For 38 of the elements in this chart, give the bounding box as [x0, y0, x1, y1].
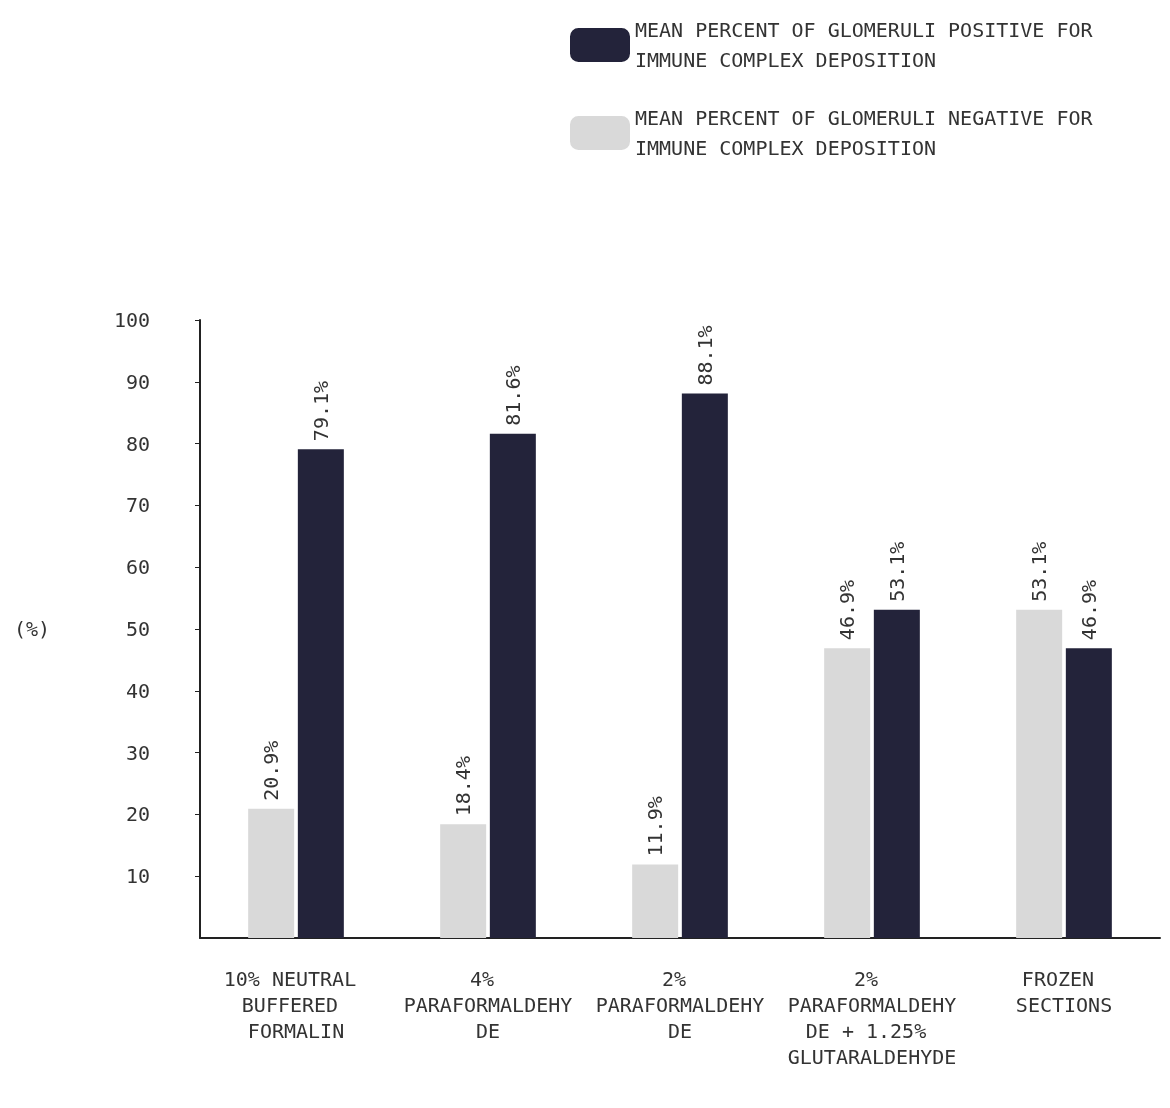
- bar: [489, 433, 536, 938]
- y-tick-label: 50: [125, 617, 150, 641]
- bar: [1016, 609, 1063, 938]
- bar: [824, 648, 871, 938]
- x-tick-label: 2% PARAFORMALDEHYDE + 1.25% GLUTARALDEHYDE: [787, 967, 957, 1069]
- data-label: 46.9%: [835, 579, 860, 641]
- y-tick-label: 20: [125, 802, 150, 827]
- data-label: 46.9%: [1076, 579, 1101, 641]
- bar: [440, 824, 487, 938]
- x-tick-label: 4% PARAFORMALDEHYDE: [403, 967, 573, 1043]
- data-label: 79.1%: [308, 380, 333, 442]
- legend-label: MEAN PERCENT OF GLOMERULI POSITIVE FOR IMMUNE COMPLEX DEPOSITION: [635, 18, 1105, 72]
- x-tick-label: FROZEN SECTIONS: [1015, 967, 1113, 1017]
- y-tick-label: 10: [125, 864, 150, 889]
- y-tick-label: 40: [125, 678, 150, 703]
- y-tick-label: 80: [125, 431, 150, 456]
- data-label: 18.4%: [451, 756, 476, 817]
- data-label: 11.9%: [643, 796, 668, 857]
- y-tick-label: 70: [125, 493, 150, 518]
- data-label: 88.1%: [692, 325, 717, 386]
- bar: [297, 449, 344, 938]
- data-label: 20.9%: [259, 740, 284, 801]
- data-label: 81.6%: [500, 365, 525, 426]
- data-label: 53.1%: [1027, 541, 1052, 602]
- legend-label: MEAN PERCENT OF GLOMERULI NEGATIVE FOR IMMUNE COMPLEX DEPOSITION: [635, 106, 1105, 160]
- x-tick-label: 10% NEUTRAL BUFFERED FORMALIN: [223, 967, 369, 1043]
- y-tick-label: 60: [125, 555, 150, 580]
- bar: [1065, 648, 1112, 938]
- y-tick-label: 100: [113, 308, 150, 332]
- x-tick-label: 2% PARAFORMALDEHYDE: [595, 967, 765, 1043]
- y-tick-label: 30: [125, 740, 150, 765]
- bar: [681, 393, 728, 938]
- y-axis-title: (%): [13, 617, 50, 641]
- y-tick-label: 90: [125, 369, 150, 394]
- bar: [632, 864, 679, 938]
- data-label: 53.1%: [884, 541, 909, 602]
- bar: [248, 808, 295, 938]
- bar: [873, 609, 920, 938]
